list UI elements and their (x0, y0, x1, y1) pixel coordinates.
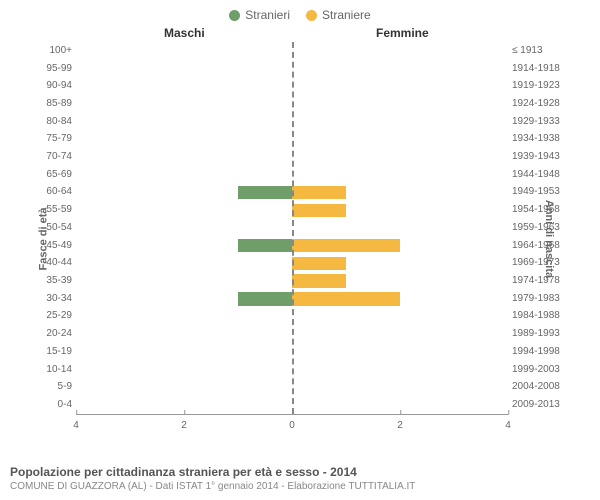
xtick: 2 (397, 415, 403, 431)
legend-item-female: Straniere (306, 8, 371, 22)
ytick-age: 45-49 (32, 241, 72, 251)
ytick-year: 1929-1933 (512, 117, 568, 127)
xtick: 2 (181, 415, 187, 431)
ytick-year: 1979-1983 (512, 294, 568, 304)
column-headers: Maschi Femmine (0, 26, 600, 42)
ytick-year: 1984-1988 (512, 311, 568, 321)
y-ticks-right: ≤ 1913 1914-1918 1919-1923 1924-1928 1929-19… (512, 42, 568, 414)
ytick-age: 85-89 (32, 99, 72, 109)
ytick-year: ≤ 1913 (512, 46, 568, 56)
ytick-year: 1954-1958 (512, 205, 568, 215)
ytick-age: 15-19 (32, 347, 72, 357)
ytick-year: 1924-1928 (512, 99, 568, 109)
caption: Popolazione per cittadinanza straniera p… (10, 465, 590, 492)
ytick-age: 100+ (32, 46, 72, 56)
ytick-year: 1989-1993 (512, 329, 568, 339)
legend: Stranieri Straniere (0, 0, 600, 26)
ytick-age: 0-4 (32, 400, 72, 410)
ytick-year: 1914-1918 (512, 64, 568, 74)
bar-female (292, 257, 346, 270)
bar-female (292, 292, 400, 305)
ytick-age: 95-99 (32, 64, 72, 74)
ytick-age: 25-29 (32, 311, 72, 321)
y-ticks-left: 100+ 95-99 90-94 85-89 80-84 75-79 70-74 65-69 6… (32, 42, 72, 414)
ytick-year: 1959-1963 (512, 223, 568, 233)
x-axis: 4 2 0 2 4 (76, 414, 508, 436)
bar-female (292, 239, 400, 252)
ytick-year: 1919-1923 (512, 81, 568, 91)
ytick-age: 80-84 (32, 117, 72, 127)
ytick-year: 1964-1968 (512, 241, 568, 251)
centerline (292, 42, 294, 414)
xtick: 0 (289, 415, 295, 431)
legend-label-female: Straniere (322, 8, 371, 22)
xtick: 4 (73, 415, 79, 431)
ytick-year: 1939-1943 (512, 152, 568, 162)
ytick-year: 1994-1998 (512, 347, 568, 357)
plot-area (76, 42, 508, 414)
ytick-age: 30-34 (32, 294, 72, 304)
ytick-year: 2004-2008 (512, 382, 568, 392)
ytick-age: 90-94 (32, 81, 72, 91)
ytick-year: 1949-1953 (512, 187, 568, 197)
ytick-age: 5-9 (32, 382, 72, 392)
bar-male (238, 186, 292, 199)
bar-male (238, 292, 292, 305)
ytick-year: 1934-1938 (512, 134, 568, 144)
xtick: 4 (505, 415, 511, 431)
chart: Fasce di età Anni di nascita 100+95-9990… (10, 42, 590, 436)
caption-title: Popolazione per cittadinanza straniera p… (10, 465, 590, 479)
legend-label-male: Stranieri (245, 8, 290, 22)
ytick-age: 35-39 (32, 276, 72, 286)
bar-female (292, 186, 346, 199)
bar-male (238, 239, 292, 252)
ytick-age: 50-54 (32, 223, 72, 233)
ytick-age: 55-59 (32, 205, 72, 215)
swatch-female (306, 10, 317, 21)
bar-female (292, 204, 346, 217)
ytick-age: 20-24 (32, 329, 72, 339)
ytick-age: 60-64 (32, 187, 72, 197)
ytick-year: 1944-1948 (512, 170, 568, 180)
legend-item-male: Stranieri (229, 8, 290, 22)
caption-subtitle: COMUNE DI GUAZZORA (AL) - Dati ISTAT 1° … (10, 481, 590, 492)
ytick-year: 1969-1973 (512, 258, 568, 268)
ytick-year: 1999-2003 (512, 365, 568, 375)
ytick-age: 10-14 (32, 365, 72, 375)
header-male: Maschi (164, 26, 205, 40)
ytick-age: 40-44 (32, 258, 72, 268)
swatch-male (229, 10, 240, 21)
header-female: Femmine (376, 26, 429, 40)
ytick-age: 65-69 (32, 170, 72, 180)
ytick-year: 2009-2013 (512, 400, 568, 410)
bar-female (292, 274, 346, 287)
ytick-age: 75-79 (32, 134, 72, 144)
ytick-age: 70-74 (32, 152, 72, 162)
ytick-year: 1974-1978 (512, 276, 568, 286)
